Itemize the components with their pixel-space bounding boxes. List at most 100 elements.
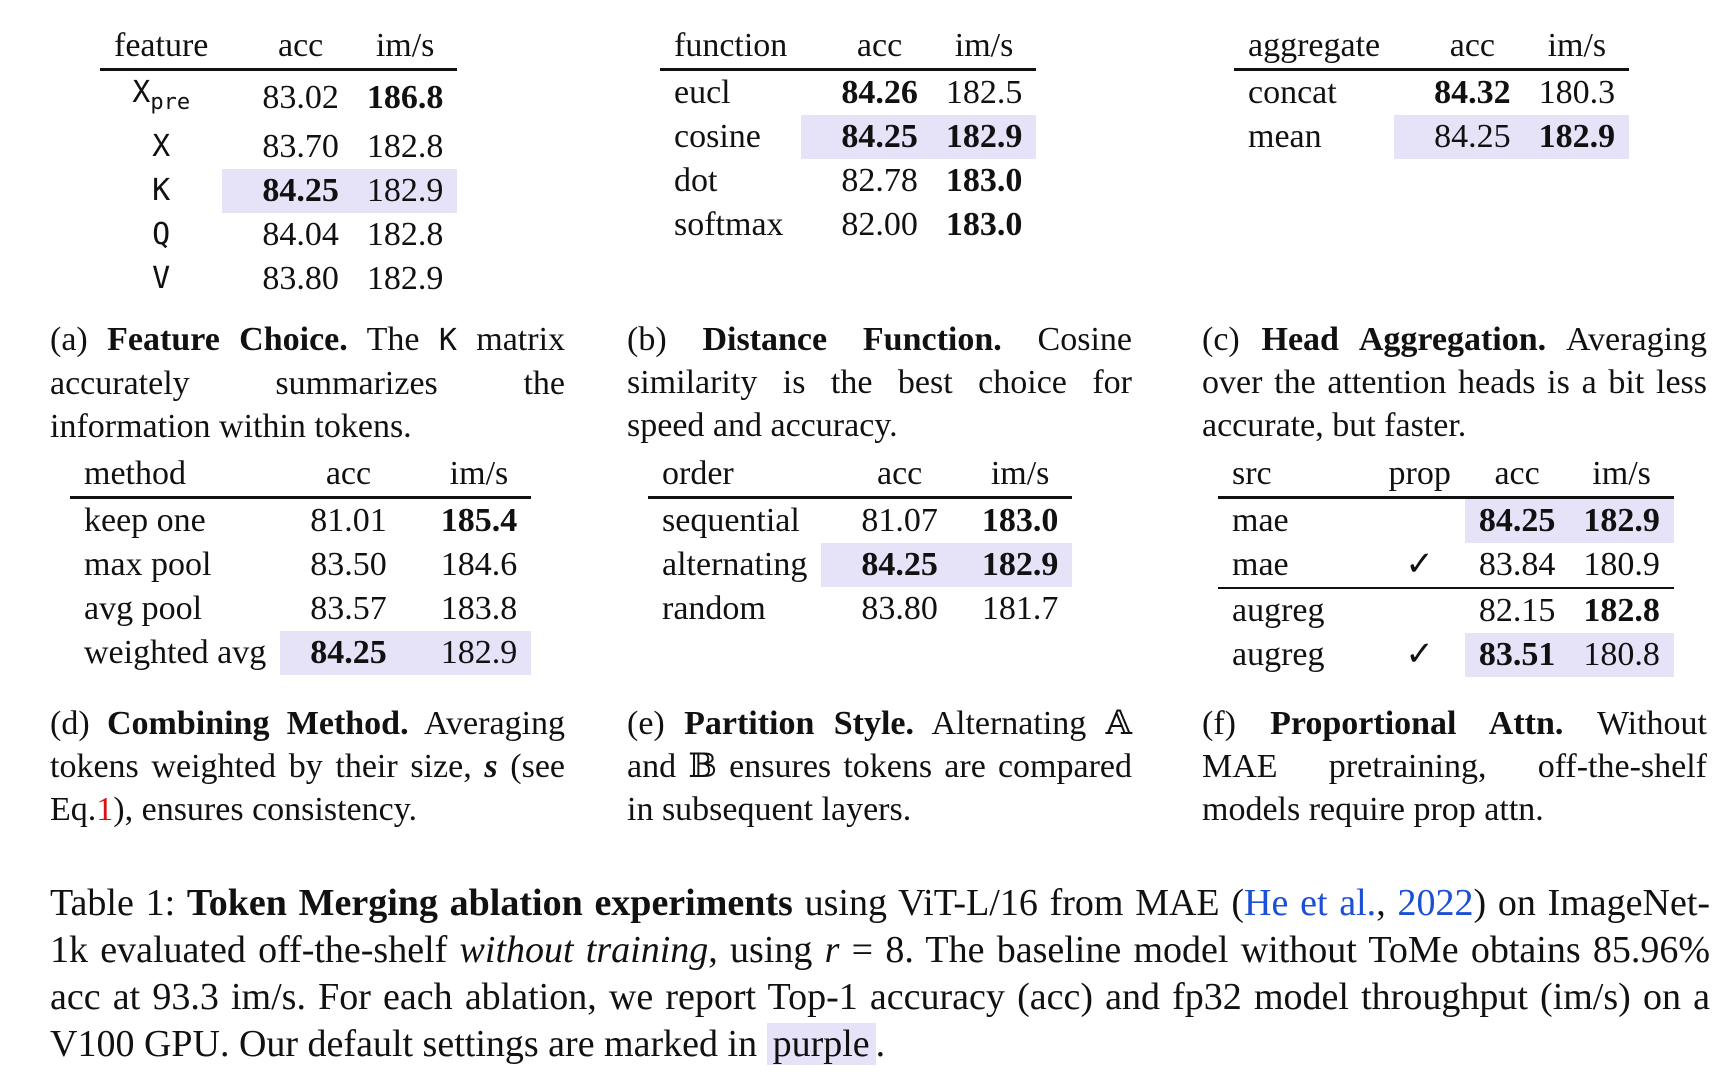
table-row: weighted avg 84.25 182.9 (70, 631, 532, 675)
cell-acc: 83.50 (310, 546, 387, 583)
citation-author-link[interactable]: He et al. (1244, 882, 1377, 924)
cell-ims: 185.4 (440, 502, 518, 539)
cell-function: dot (674, 162, 718, 199)
cell-prop (1339, 588, 1465, 633)
cell-acc: 84.25 (222, 169, 353, 213)
cell-ims: 186.8 (366, 79, 444, 116)
cell-acc: 83.80 (262, 260, 339, 297)
cell-ims: 180.8 (1569, 633, 1674, 677)
col-header: acc (856, 27, 903, 64)
cell-ims: 182.9 (1524, 115, 1630, 159)
table-row: Q 84.04 182.8 (100, 213, 457, 257)
cell-ims: 182.9 (951, 543, 1073, 587)
cell-ims: 182.8 (366, 128, 444, 165)
cell-feature: V (152, 261, 171, 296)
cell-ims: 182.8 (1583, 592, 1660, 629)
table-partition-style: order acc im/s sequential 81.07 183.0 al… (648, 452, 1073, 631)
cell-ims: 182.5 (945, 74, 1023, 111)
caption-title: Partition Style. (684, 705, 914, 742)
cell-src: mae (1232, 546, 1289, 583)
col-header: im/s (1547, 27, 1607, 64)
cell-acc: 83.02 (262, 79, 339, 116)
cell-method: weighted avg (84, 634, 267, 671)
cell-src: augreg (1232, 636, 1325, 673)
table-row: concat 84.32 180.3 (1234, 70, 1629, 116)
table-row: eucl 84.26 182.5 (660, 70, 1036, 116)
cell-prop: ✓ (1405, 546, 1434, 583)
table-proportional-attn: src prop acc im/s mae 84.25 182.9 mae ✓ … (1218, 452, 1674, 677)
cell-feature: Q (152, 217, 171, 252)
cell-ims: 182.9 (931, 115, 1037, 159)
table-f-panel: src prop acc im/s mae 84.25 182.9 mae ✓ … (1218, 452, 1674, 677)
table-distance-function: function acc im/s eucl 84.26 182.5 cosin… (660, 24, 1037, 247)
cell-ims: 183.0 (945, 206, 1023, 243)
table-row: mae ✓ 83.84 180.9 (1218, 543, 1674, 588)
cell-src: mae (1232, 502, 1289, 539)
table-header-row: order acc im/s (648, 452, 1073, 498)
cell-ims: 183.8 (440, 590, 518, 627)
cell-function: eucl (674, 74, 731, 111)
caption-c: (c) Head Aggregation. Averaging over the… (1202, 321, 1708, 444)
cell-acc: 83.70 (262, 128, 339, 165)
caption-a: (a) Feature Choice. The K matrix accurat… (50, 321, 566, 445)
table-feature-choice: feature acc im/s Xpre 83.02 186.8 X 83.7… (100, 24, 458, 301)
table-row: sequential 81.07 183.0 (648, 498, 1072, 544)
table-row: alternating 84.25 182.9 (648, 543, 1073, 587)
caption-d: (d) Combining Method. Averaging tokens w… (50, 705, 566, 828)
table-row: mae 84.25 182.9 (1218, 497, 1674, 544)
cell-acc: 84.26 (841, 74, 918, 111)
col-header: method (84, 455, 186, 492)
table-row: cosine 84.25 182.9 (660, 115, 1037, 159)
main-caption-title: Token Merging ablation experiments (186, 882, 793, 924)
cell-acc: 83.57 (310, 590, 387, 627)
cell-ims: 183.0 (945, 162, 1023, 199)
cell-order: alternating (662, 546, 808, 583)
cell-acc: 83.51 (1464, 633, 1570, 677)
col-header: src (1232, 455, 1272, 492)
cell-feature: X (152, 129, 171, 164)
col-header: im/s (449, 455, 509, 492)
cell-order: random (662, 590, 766, 627)
table-header-row: method acc im/s (70, 452, 532, 498)
cell-method: keep one (84, 502, 206, 539)
table-header-row: function acc im/s (660, 24, 1037, 70)
cell-ims: 183.0 (981, 502, 1059, 539)
table-row: augreg ✓ 83.51 180.8 (1218, 633, 1674, 677)
table-row: avg pool 83.57 183.8 (70, 587, 531, 631)
table-combining-method: method acc im/s keep one 81.01 185.4 max… (70, 452, 532, 675)
cell-ims: 182.9 (400, 631, 532, 675)
cell-function: cosine (674, 118, 761, 155)
table-row: augreg 82.15 182.8 (1218, 588, 1674, 633)
cell-acc: 83.84 (1478, 546, 1556, 583)
cell-ims: 180.3 (1538, 74, 1616, 111)
purple-marker: purple (766, 1023, 876, 1065)
cell-acc: 84.25 (1464, 497, 1570, 543)
cell-acc: 84.04 (262, 216, 339, 253)
table-row: max pool 83.50 184.6 (70, 543, 531, 587)
col-header: feature (114, 27, 209, 64)
caption-title: Distance Function. (702, 321, 1002, 358)
cell-feature: K (152, 173, 171, 208)
col-header: aggregate (1248, 27, 1381, 64)
col-header: prop (1388, 455, 1451, 492)
table-row: softmax 82.00 183.0 (660, 203, 1036, 247)
cell-ims: 184.6 (440, 546, 518, 583)
cell-prop (1339, 498, 1465, 544)
cell-acc: 81.07 (861, 502, 938, 539)
cell-acc: 84.25 (821, 543, 952, 587)
eq-ref-link[interactable]: 1 (96, 791, 114, 828)
citation-year-link[interactable]: 2022 (1397, 882, 1474, 924)
table-row: K 84.25 182.9 (100, 169, 458, 213)
col-header: function (674, 27, 788, 64)
caption-title: Combining Method. (106, 705, 409, 742)
table-c-panel: aggregate acc im/s concat 84.32 180.3 me… (1234, 24, 1630, 159)
cell-function: softmax (674, 206, 784, 243)
table-e-panel: order acc im/s sequential 81.07 183.0 al… (648, 452, 1073, 631)
table-b-panel: function acc im/s eucl 84.26 182.5 cosin… (660, 24, 1037, 247)
col-header: im/s (990, 455, 1050, 492)
col-header: im/s (1592, 455, 1651, 492)
cell-acc: 84.25 (280, 631, 401, 675)
cell-ims: 182.9 (1569, 497, 1674, 543)
caption-title: Head Aggregation. (1261, 321, 1547, 358)
cell-acc: 84.32 (1434, 74, 1511, 111)
